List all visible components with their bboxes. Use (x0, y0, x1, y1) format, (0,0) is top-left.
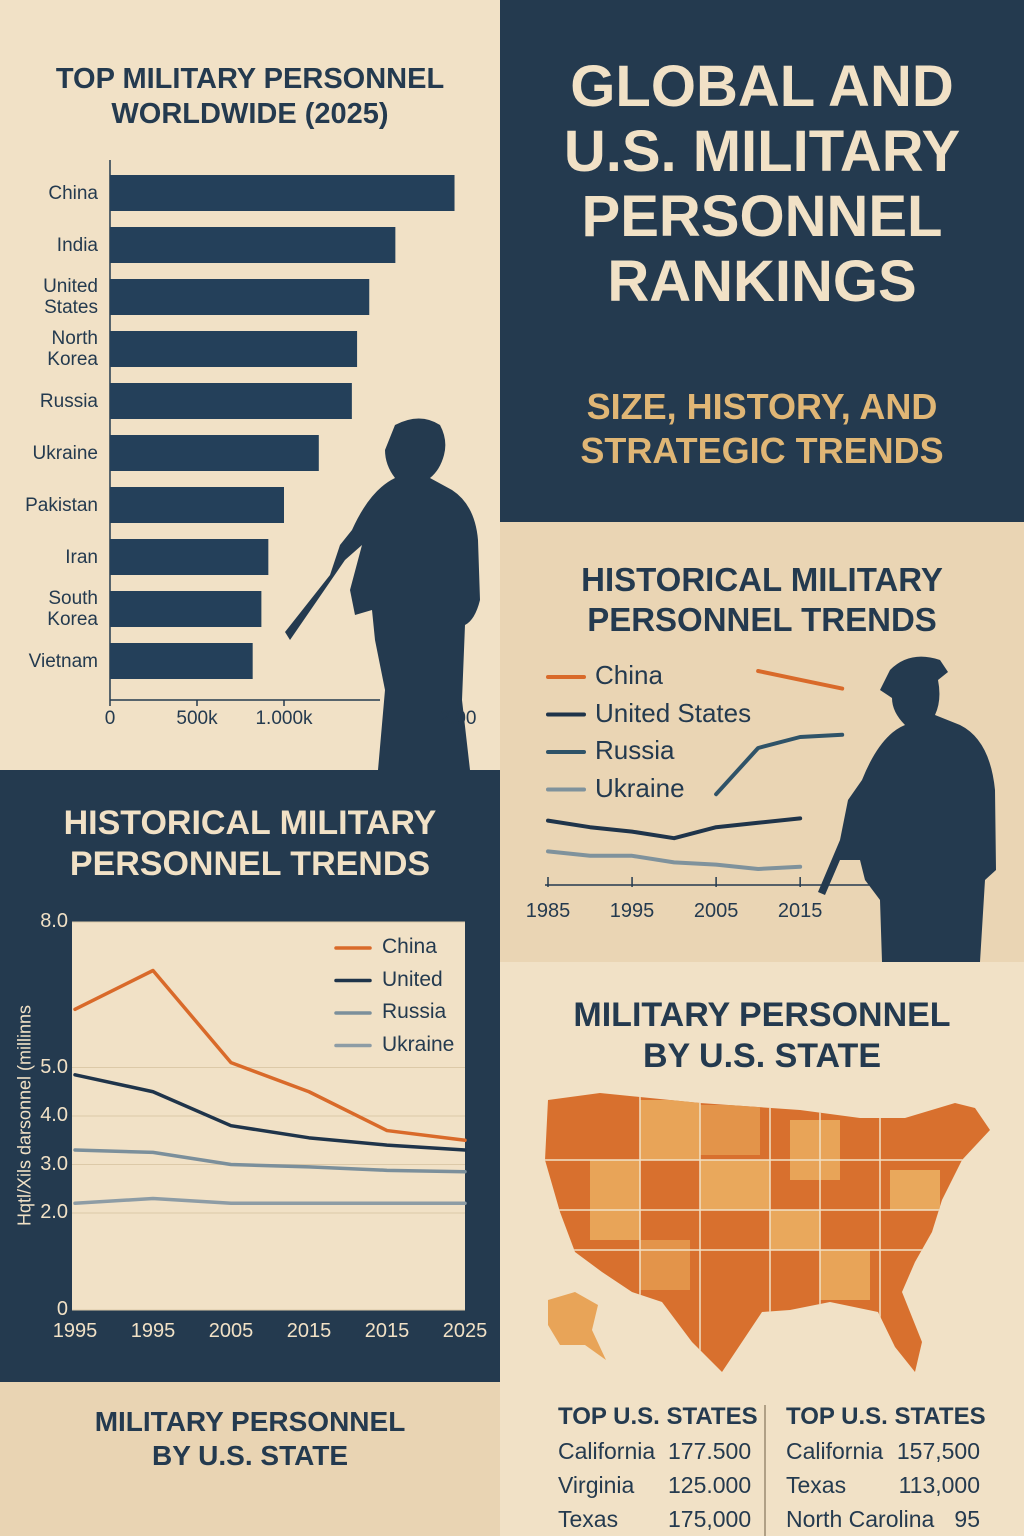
category-label: North Korea (47, 328, 98, 370)
x-tick-label: 2025 (442, 1320, 488, 1342)
x-tick-label: 2005 (208, 1320, 254, 1342)
x-tick-label: 2015 (777, 900, 823, 922)
header-subtitle: SIZE, HISTORY, AND STRATEGIC TRENDS (580, 386, 944, 471)
line-series (73, 968, 467, 1142)
x-tick-label: 500k (176, 708, 218, 729)
y-tick-label: 3.0 (40, 1152, 68, 1175)
bar (110, 279, 370, 315)
line-series (73, 1073, 467, 1152)
table-title: TOP U.S. STATES (786, 1403, 986, 1430)
soldier-right (818, 656, 996, 962)
x-tick-label: 1995 (52, 1320, 98, 1342)
table-title: TOP U.S. STATES (558, 1403, 758, 1430)
bar-title: TOP MILITARY PERSONNEL WORLDWIDE (2025) (55, 63, 445, 131)
category-label: South Korea (47, 588, 98, 630)
category-label: United States (43, 276, 98, 318)
header-title: GLOBAL AND U.S. MILITARY PERSONNEL RANKI… (563, 54, 961, 314)
table-cell: 95 (954, 1506, 980, 1532)
y-tick-label: 0 (56, 1298, 68, 1320)
alaska (548, 1292, 606, 1360)
bar (110, 643, 253, 679)
line-series (546, 816, 803, 841)
bar (110, 175, 455, 211)
trend-title: HISTORICAL MILITARY PERSONNEL TRENDS (581, 561, 943, 639)
y-tick-label: 4.0 (40, 1104, 68, 1126)
table-cell: Virginia (558, 1472, 635, 1498)
line-series (546, 849, 803, 871)
x-tick-label: 2015 (286, 1320, 332, 1342)
x-tick-label: 1995 (130, 1320, 176, 1342)
y-tick-label: 5.0 (40, 1055, 68, 1078)
category-label: China (48, 182, 98, 204)
legend-label: Ukraine (382, 1032, 455, 1056)
legend-label: United States (595, 697, 752, 728)
table-cell: Texas (786, 1472, 847, 1498)
y-tick-label: 2.0 (40, 1201, 68, 1223)
map-title: MILITARY PERSONNEL BY U.S. STATE (573, 996, 951, 1076)
bar (110, 435, 319, 471)
line-series (756, 669, 845, 691)
bar (110, 487, 284, 523)
bar (110, 227, 396, 263)
bar (110, 591, 262, 627)
table-cell: 157,500 (896, 1438, 980, 1464)
x-tick-label: 2005 (693, 900, 739, 922)
y-axis-label: Hqtl/Xils darsonnel (millinns (14, 1004, 35, 1227)
us-map (545, 1093, 990, 1372)
legend-label: United (382, 967, 443, 991)
y-tick-label: 8.0 (40, 910, 68, 932)
x-tick-label: 2.00 (439, 708, 477, 729)
line-series (73, 1196, 467, 1206)
history-title: HISTORICAL MILITARY PERSONNEL TRENDS (63, 804, 437, 884)
x-tick-label: 1995 (609, 900, 655, 922)
table-cell: 113,000 (898, 1472, 980, 1498)
bar (110, 539, 269, 575)
bar (110, 331, 358, 367)
x-tick-label: 2015 (364, 1320, 410, 1342)
x-tick-label: 1.000k (255, 708, 313, 729)
table-cell: California (786, 1438, 884, 1464)
category-label: Ukraine (32, 442, 98, 464)
category-label: Iran (65, 546, 98, 568)
footer-title: MILITARY PERSONNEL BY U.S. STATE (94, 1406, 406, 1472)
legend-label: Russia (382, 1000, 447, 1023)
line-series (73, 1148, 467, 1174)
footer-panel (0, 1382, 500, 1536)
table-cell: 177.500 (668, 1438, 752, 1464)
category-label: Vietnam (28, 650, 98, 672)
category-label: India (56, 234, 98, 256)
category-label: Pakistan (25, 494, 98, 516)
category-label: Russia (39, 390, 98, 412)
legend-label: China (382, 935, 437, 958)
table-cell: California (558, 1438, 656, 1464)
header-panel (500, 0, 1024, 522)
legend-label: China (595, 660, 663, 690)
table-cell: 125.000 (668, 1472, 752, 1498)
table-cell: North Carolina (786, 1506, 935, 1532)
line-series (714, 732, 845, 797)
table-cell: Texas (558, 1506, 619, 1532)
legend-label: Ukraine (595, 772, 685, 803)
legend-label: Russia (595, 735, 675, 765)
bar (110, 383, 352, 419)
soldier-left (285, 418, 480, 770)
x-tick-label: 0 (104, 708, 116, 729)
x-tick-label: 1985 (525, 900, 571, 922)
table-cell: 175,000 (668, 1506, 752, 1532)
